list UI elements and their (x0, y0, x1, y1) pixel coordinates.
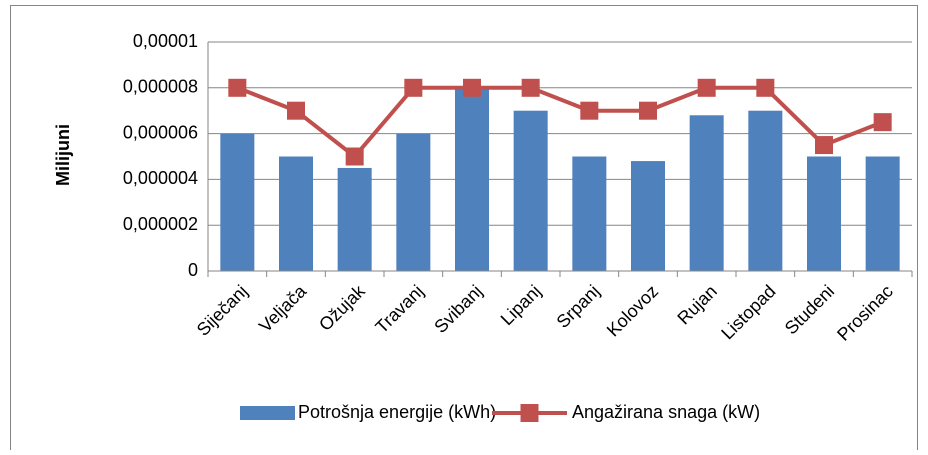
marker (228, 78, 247, 97)
y-axis-title: Milijuni (53, 124, 73, 186)
y-tick-label: 0,00001 (133, 31, 198, 51)
bar (337, 167, 372, 271)
marker (580, 101, 599, 120)
bar (455, 87, 489, 271)
bar (220, 133, 255, 271)
marker (463, 78, 481, 97)
line (236, 85, 884, 160)
y-tick-label: 0 (188, 260, 198, 280)
bar (396, 133, 431, 271)
bar (279, 156, 313, 271)
marker (521, 78, 540, 97)
marker (873, 113, 892, 132)
bar (572, 156, 607, 271)
y-tick-label: 0,000002 (123, 214, 198, 234)
bar (689, 115, 724, 271)
y-tick-label: 0,000004 (123, 168, 198, 188)
bar (631, 161, 665, 271)
legend-label: Potrošnja energije (kWh) (298, 402, 496, 422)
y-tick-label: 0,000006 (123, 122, 198, 142)
marker (287, 101, 305, 120)
y-tick-label: 0,000008 (123, 77, 198, 97)
bar (865, 156, 900, 271)
legend-marker (520, 404, 539, 422)
legend-label: Angažirana snaga (kW) (572, 402, 760, 422)
marker (815, 136, 833, 155)
marker (345, 147, 364, 166)
marker (756, 78, 775, 97)
marker (697, 78, 716, 97)
marker (404, 78, 423, 97)
bar (513, 110, 548, 271)
bar (807, 156, 841, 271)
marker (639, 101, 657, 120)
legend-swatch (240, 406, 295, 420)
bar (748, 110, 783, 271)
